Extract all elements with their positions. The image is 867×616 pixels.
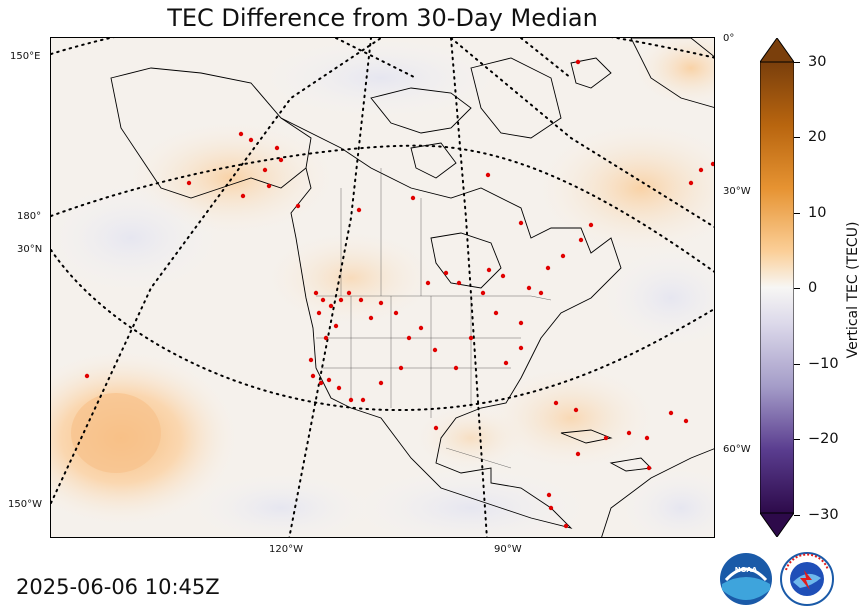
- lon-label-150e: 150°E: [10, 51, 41, 62]
- colorbar-tick-30: 30: [808, 54, 827, 70]
- nws-logo: [780, 552, 834, 606]
- lon-label-60w: 60°W: [723, 444, 751, 455]
- tec-map: [50, 37, 715, 538]
- colorbar-tick-10: 10: [808, 205, 827, 221]
- political-boundaries: [316, 168, 552, 469]
- colorbar-label: Vertical TEC (TECU): [845, 221, 861, 359]
- colorbar-tick-neg20: −20: [808, 431, 839, 447]
- chart-title: TEC Difference from 30-Day Median: [167, 4, 598, 32]
- colorbar-tick-neg30: −30: [808, 507, 839, 523]
- lon-label-90w: 90°W: [494, 544, 522, 555]
- noaa-text: NOAA: [735, 566, 758, 574]
- gnss-stations: [84, 59, 714, 529]
- graticule: [51, 38, 714, 537]
- colorbar-tick-neg10: −10: [808, 356, 839, 372]
- noaa-logo: NOAA: [720, 553, 772, 605]
- map-svg: [51, 38, 714, 537]
- lon-label-120w: 120°W: [269, 544, 303, 555]
- lat-label-30n: 30°N: [17, 244, 43, 255]
- timestamp: 2025-06-06 10:45Z: [16, 575, 220, 599]
- lon-label-180: 180°: [17, 211, 42, 222]
- lon-label-0: 0°: [723, 33, 735, 44]
- colorbar: [760, 38, 794, 537]
- lon-label-30w: 30°W: [723, 186, 751, 197]
- lon-label-150w: 150°W: [8, 499, 42, 510]
- colorbar-tick-20: 20: [808, 129, 827, 145]
- colorbar-tick-0: 0: [808, 280, 818, 296]
- agency-logos: NOAA: [720, 552, 834, 606]
